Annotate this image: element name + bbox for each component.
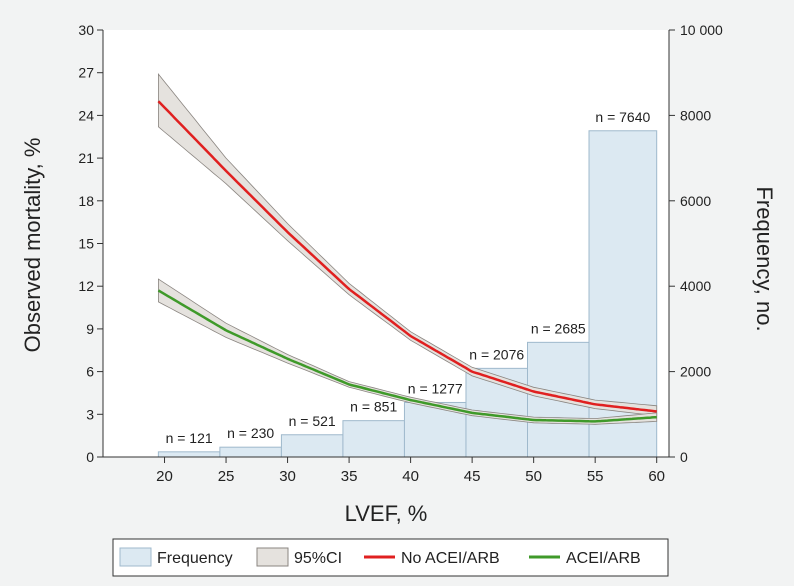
label-layer: 0 3 6 9 12 15 18 21 24 27 30 0 2000 4000 6000 8000 10 00… <box>78 22 723 485</box>
x-axis-title: LVEF, % <box>345 501 428 526</box>
legend-label: 95%CI <box>294 550 342 567</box>
bin-count-label: n = 851 <box>350 399 397 415</box>
bin-count-label: n = 1277 <box>408 380 463 396</box>
bin-count-label: n = 121 <box>166 430 213 446</box>
y-left-tick-label: 21 <box>78 150 94 166</box>
legend-label: Frequency <box>157 550 233 567</box>
y-left-tick-label: 24 <box>78 107 94 123</box>
y-right-tick-label: 10 000 <box>680 22 723 38</box>
legend-label: No ACEI/ARB <box>401 550 500 567</box>
histogram-bar <box>219 446 282 458</box>
y-left-tick-label: 3 <box>86 406 94 422</box>
x-tick-label: 40 <box>402 468 419 485</box>
bin-count-label: n = 2685 <box>531 320 586 336</box>
y-left-tick-label: 15 <box>78 236 94 252</box>
series-line-layer <box>157 100 657 423</box>
y-left-tick-label: 6 <box>86 364 94 380</box>
y-right-tick-label: 0 <box>680 449 688 465</box>
bin-count-label: n = 230 <box>227 425 274 441</box>
y-axis-right-title: Frequency, no. <box>752 186 777 331</box>
x-tick-label: 45 <box>464 468 481 485</box>
x-tick-label: 20 <box>156 468 173 485</box>
ci-band <box>158 278 658 425</box>
y-left-tick-label: 12 <box>78 278 94 294</box>
y-right-tick-label: 2000 <box>680 364 711 380</box>
y-right-tick-label: 6000 <box>680 193 711 209</box>
y-left-tick-label: 30 <box>78 22 94 38</box>
y-axis-left-title: Observed mortality, % <box>20 138 45 353</box>
legend-label: ACEI/ARB <box>566 550 641 567</box>
ci-band-layer <box>158 72 658 425</box>
y-right-tick-label: 4000 <box>680 278 711 294</box>
x-tick-label: 25 <box>218 468 235 485</box>
x-tick-label: 30 <box>279 468 296 485</box>
x-tick-label: 55 <box>587 468 604 485</box>
bin-count-label: n = 7640 <box>595 109 650 125</box>
histogram-bar <box>342 420 405 458</box>
x-tick-label: 50 <box>525 468 542 485</box>
series-line <box>157 289 657 423</box>
bin-count-label: n = 521 <box>289 413 336 429</box>
legend: Frequency 95%CI No ACEI/ARB ACEI/ARB <box>112 538 669 577</box>
axis-layer <box>97 29 675 463</box>
x-tick-label: 60 <box>648 468 665 485</box>
histogram-bar <box>280 434 344 458</box>
y-right-tick-label: 8000 <box>680 107 711 123</box>
legend-swatch-frequency <box>119 547 152 567</box>
y-left-tick-label: 9 <box>86 321 94 337</box>
y-left-tick-label: 18 <box>78 193 94 209</box>
y-left-tick-label: 0 <box>86 449 94 465</box>
x-tick-label: 35 <box>341 468 358 485</box>
legend-swatch-ci <box>256 547 289 567</box>
y-left-tick-label: 27 <box>78 65 94 81</box>
histogram-bar <box>157 451 221 458</box>
series-line <box>157 100 657 413</box>
bin-count-label: n = 2076 <box>469 346 524 362</box>
